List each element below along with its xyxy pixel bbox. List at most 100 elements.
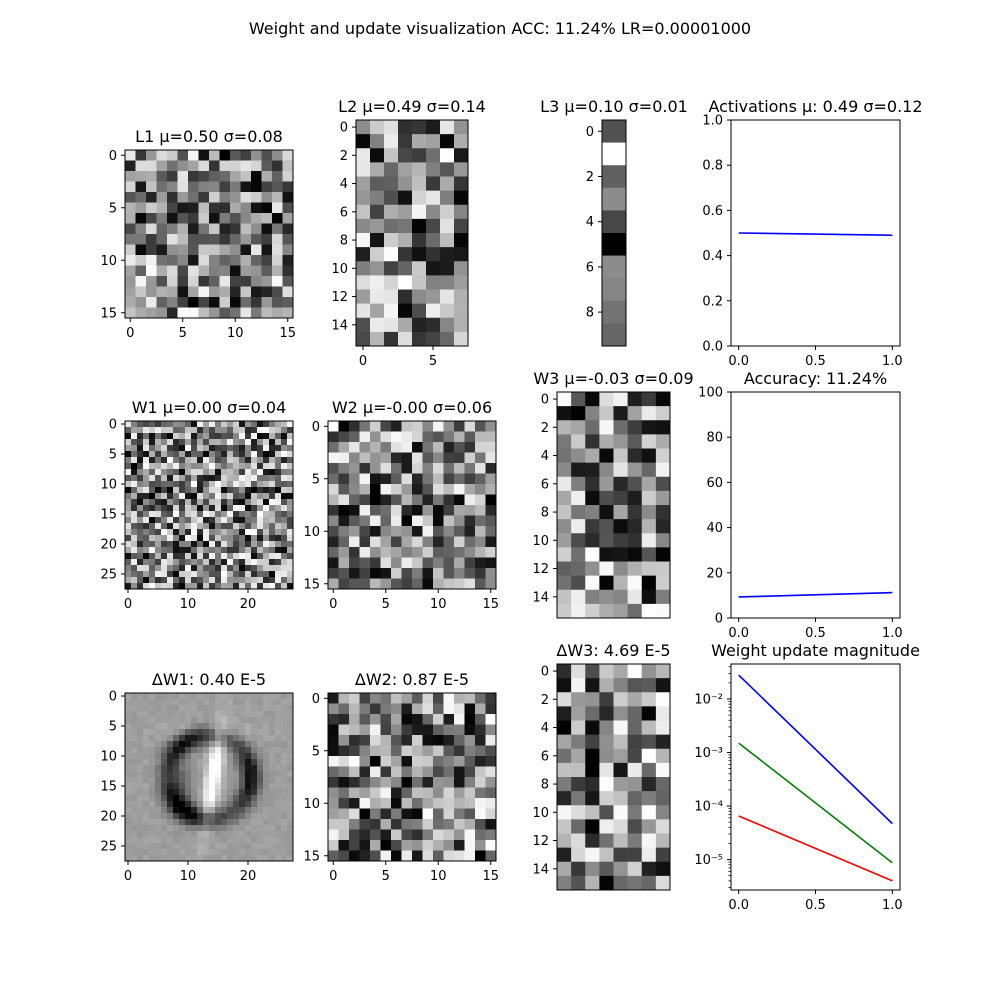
heatmap-cell: [485, 703, 497, 715]
heatmap-cell: [125, 753, 132, 760]
heatmap-cell: [146, 223, 157, 235]
heatmap-cell: [203, 783, 210, 790]
heatmap-cell: [239, 421, 246, 428]
heatmap-cell: [230, 202, 241, 214]
heatmap-cell: [149, 765, 156, 772]
heatmap-cell: [485, 850, 497, 862]
heatmap-cell: [125, 765, 132, 772]
heatmap-cell: [359, 484, 371, 495]
heatmap-cell: [251, 192, 262, 203]
heatmap-cell: [137, 771, 144, 778]
heatmap-cell: [240, 255, 252, 266]
heatmap-cell: [627, 547, 643, 562]
heatmap-cell: [185, 583, 192, 590]
heatmap-cell: [454, 766, 465, 778]
heatmap-cell: [233, 759, 240, 766]
heatmap-cell: [179, 729, 186, 736]
heatmap-cell: [156, 265, 168, 277]
ytick-label: 0.0: [702, 340, 723, 355]
heatmap-cell: [155, 765, 162, 772]
heatmap-cell: [263, 469, 270, 476]
heatmap-cell: [230, 150, 241, 161]
heatmap-cell: [269, 825, 276, 832]
heatmap-cell: [485, 494, 497, 506]
ytick-label: 10: [100, 478, 117, 493]
heatmap-cell: [221, 439, 228, 446]
heatmap-cell: [173, 753, 180, 760]
heatmap-cell: [412, 557, 423, 569]
heatmap-cell: [197, 547, 204, 554]
heatmap-cell: [599, 490, 614, 506]
heatmap-cell: [269, 789, 276, 796]
heatmap-cell: [161, 831, 168, 838]
heatmap-cell: [131, 529, 138, 536]
heatmap-cell: [251, 565, 258, 572]
heatmap-cell: [209, 735, 216, 742]
heatmap-cell: [209, 529, 216, 536]
heatmap-cell: [287, 711, 294, 718]
heatmap-cell: [143, 565, 150, 572]
heatmap-cell: [557, 805, 572, 820]
heatmap-cell: [269, 451, 276, 458]
heatmap-cell: [185, 547, 192, 554]
heatmap-cell: [203, 439, 210, 446]
heatmap-cell: [655, 664, 671, 679]
heatmap-cell: [155, 439, 162, 446]
heatmap-cell: [454, 303, 469, 319]
heatmap-cell: [239, 807, 246, 814]
heatmap-cell: [125, 493, 132, 500]
heatmap-cell: [125, 825, 132, 832]
heatmap-cell: [263, 711, 270, 718]
heatmap-cell: [245, 445, 252, 452]
heatmap-cell: [349, 756, 360, 767]
heatmap-cell: [131, 837, 138, 844]
heatmap-cell: [380, 505, 392, 516]
heatmap-cell: [245, 499, 252, 506]
heatmap-cell: [161, 729, 168, 736]
heatmap-cell: [422, 703, 434, 715]
heatmap-cell: [426, 120, 441, 135]
heatmap-cell: [230, 276, 241, 287]
heatmap-cell: [557, 833, 572, 848]
heatmap-cell: [475, 787, 486, 799]
heatmap-cell: [275, 445, 282, 452]
heatmap-cell: [227, 541, 234, 548]
heatmap-cell: [227, 777, 234, 784]
heatmap-cell: [203, 565, 210, 572]
heatmap-cell: [257, 505, 264, 512]
heatmap-cell: [167, 577, 174, 584]
heatmap-cell: [155, 771, 162, 778]
heatmap-cell: [179, 747, 186, 754]
heatmap-cell: [125, 565, 132, 572]
panel-title: W2 μ=-0.00 σ=0.06: [332, 398, 492, 417]
heatmap-cell: [197, 843, 204, 850]
heatmap-cell: [191, 729, 198, 736]
heatmap-cell: [401, 808, 413, 820]
heatmap-cell: [359, 714, 371, 725]
heatmap-cell: [185, 843, 192, 850]
heatmap-cell: [391, 819, 402, 830]
heatmap-cell: [167, 202, 178, 214]
heatmap-cell: [131, 547, 138, 554]
heatmap-cell: [613, 490, 628, 506]
heatmap-cell: [443, 515, 455, 527]
heatmap-cell: [370, 756, 381, 767]
heatmap-cell: [155, 837, 162, 844]
heatmap-cell: [179, 583, 186, 590]
heatmap-cell: [179, 789, 186, 796]
heatmap-cell: [641, 420, 657, 435]
heatmap-cell: [269, 765, 276, 772]
heatmap-cell: [179, 481, 186, 488]
heatmap-cell: [391, 494, 402, 506]
heatmap-cell: [149, 747, 156, 754]
heatmap-cell: [149, 571, 156, 578]
heatmap-cell: [197, 565, 204, 572]
heatmap-cell: [197, 855, 204, 862]
ytick-label: 2: [541, 421, 549, 436]
heatmap-cell: [475, 557, 486, 569]
heatmap-cell: [275, 457, 282, 464]
heatmap-cell: [143, 535, 150, 542]
heatmap-cell: [251, 171, 262, 182]
heatmap-cell: [173, 505, 180, 512]
